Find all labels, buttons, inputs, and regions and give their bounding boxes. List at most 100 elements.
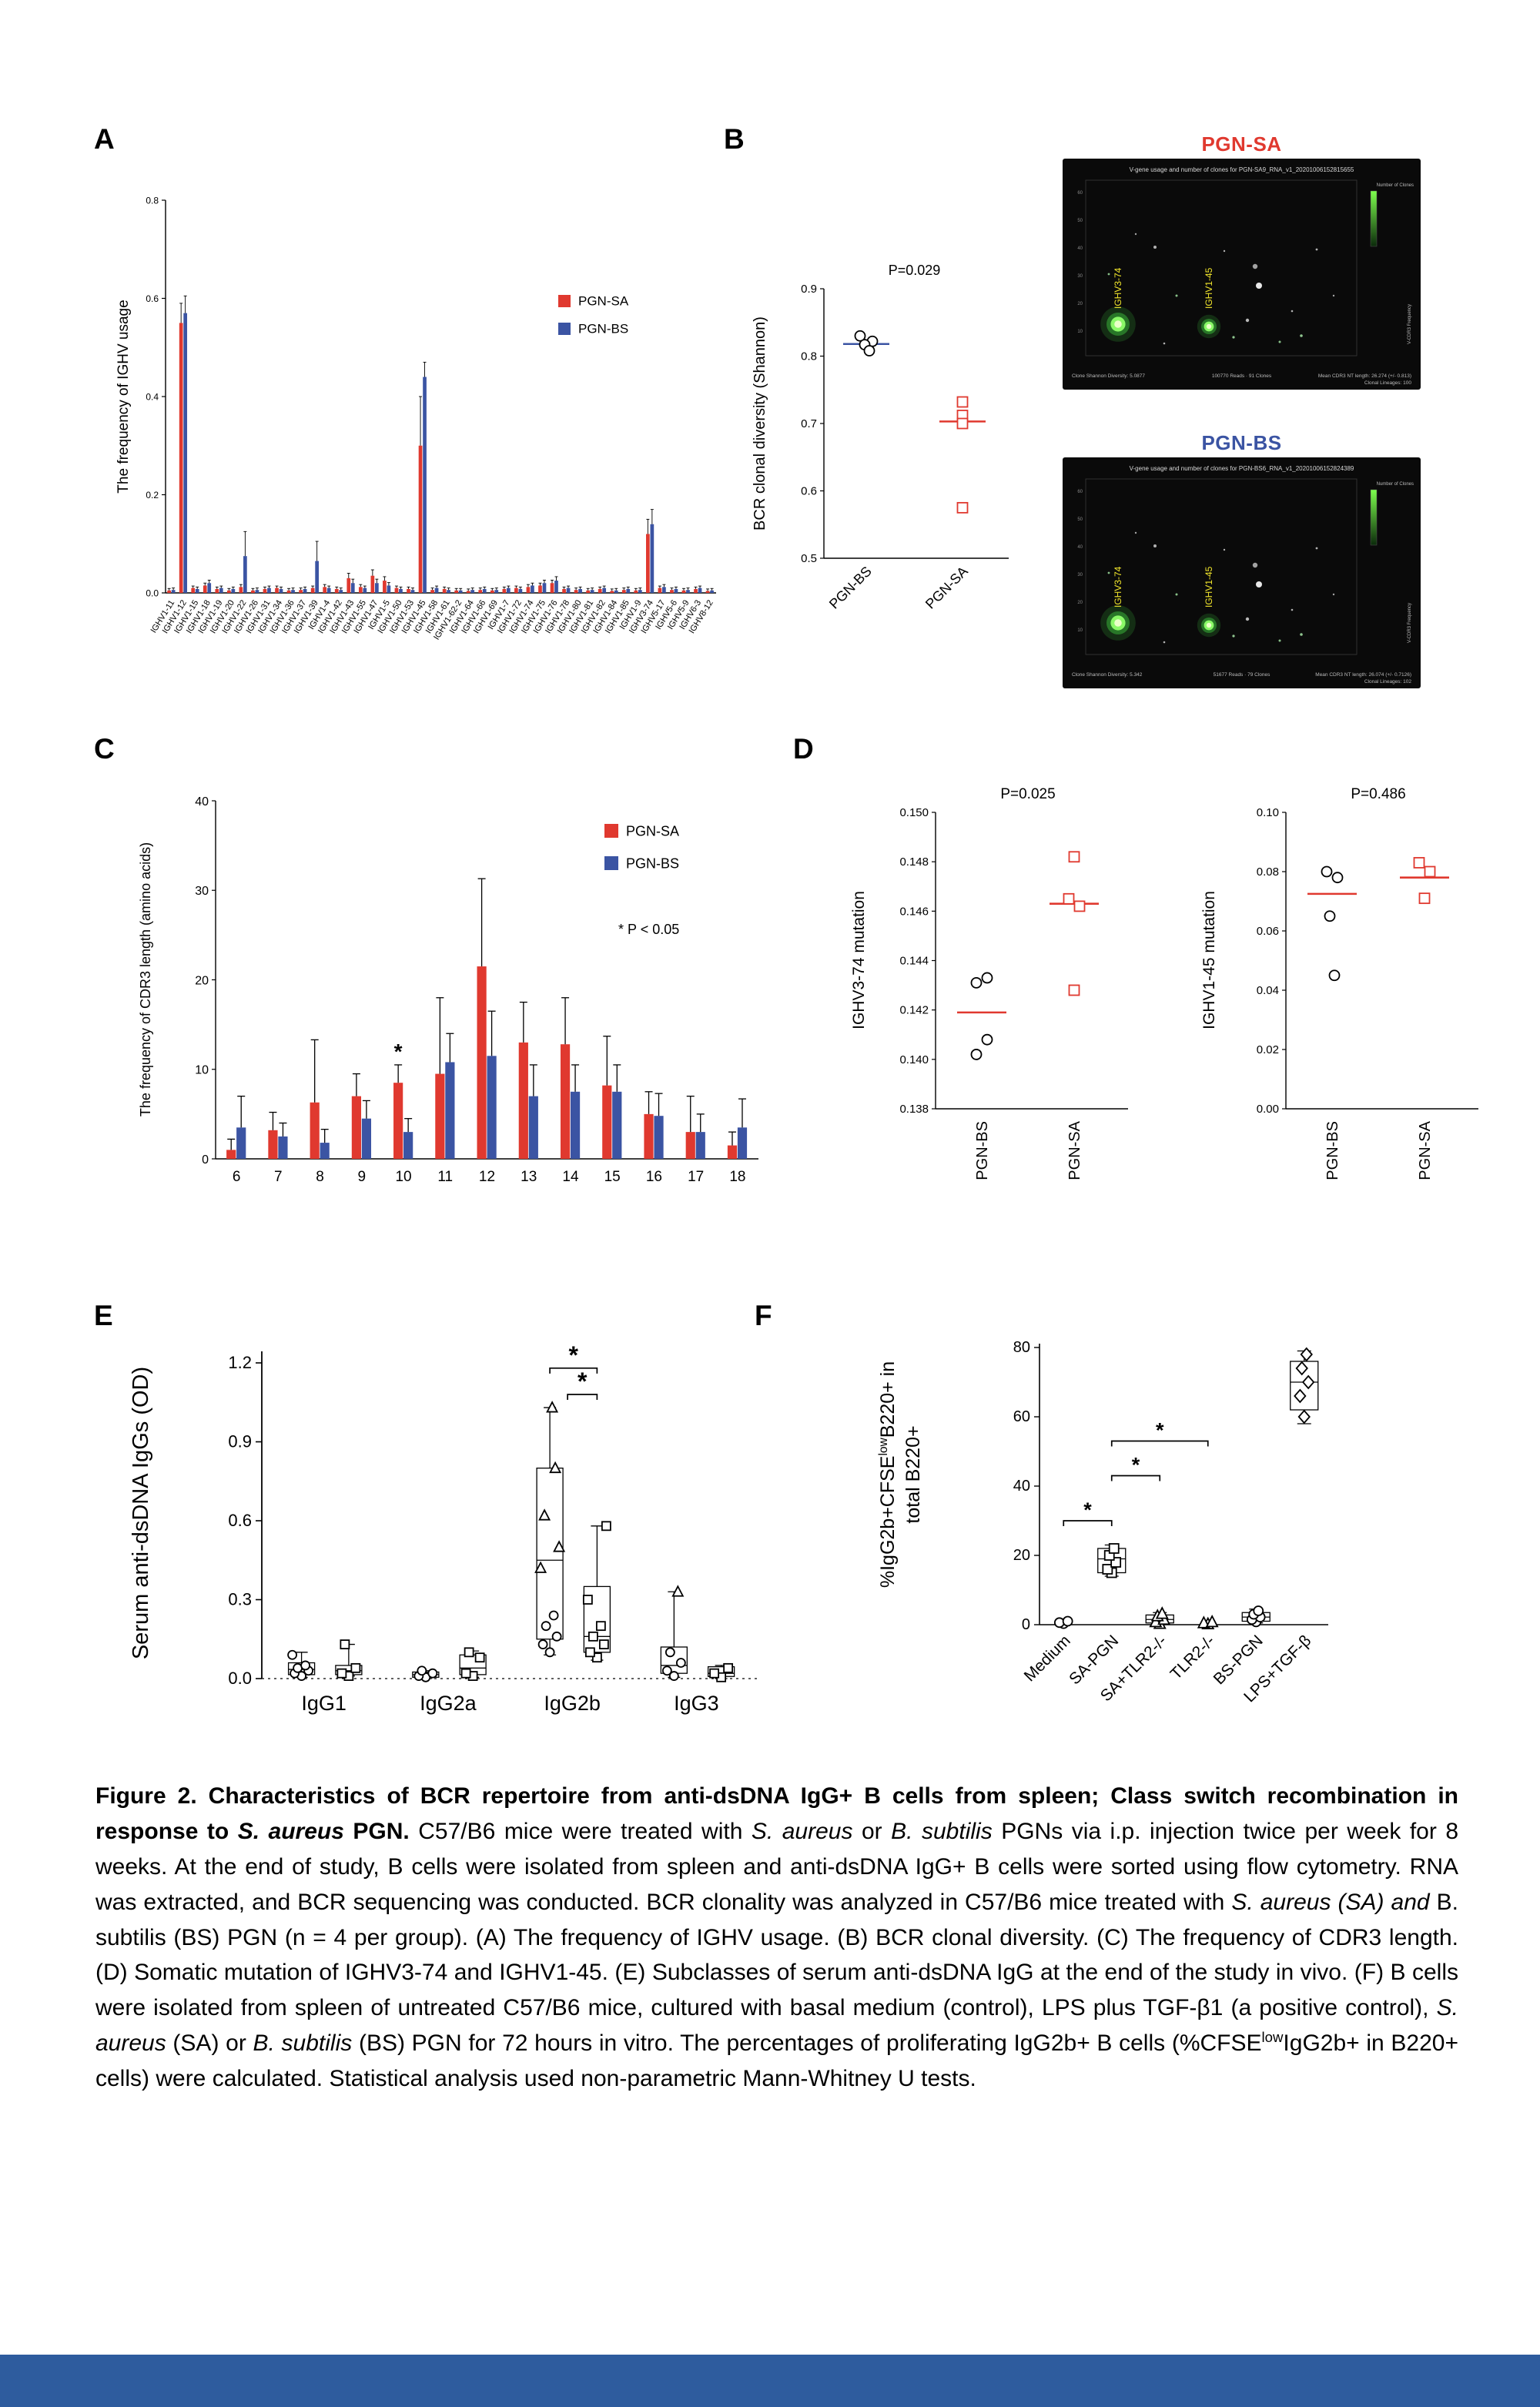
svg-text:0.02: 0.02 <box>1257 1043 1279 1056</box>
svg-text:40: 40 <box>1013 1478 1030 1495</box>
svg-text:0.08: 0.08 <box>1257 865 1279 879</box>
svg-text:The frequency of CDR3 length (: The frequency of CDR3 length (amino acid… <box>138 842 153 1116</box>
svg-text:11: 11 <box>437 1169 453 1185</box>
svg-text:%IgG2b+CFSElowB220+ in: %IgG2b+CFSElowB220+ in <box>877 1361 899 1588</box>
svg-text:14: 14 <box>562 1169 579 1185</box>
svg-text:60: 60 <box>1077 191 1083 196</box>
svg-text:0.142: 0.142 <box>899 1004 929 1017</box>
svg-text:0.04: 0.04 <box>1257 984 1279 997</box>
svg-text:51677 Reads · 79 Clones: 51677 Reads · 79 Clones <box>1214 672 1270 678</box>
heatmap-title-pgn-bs: PGN-BS <box>1201 431 1282 454</box>
svg-text:6: 6 <box>233 1169 241 1185</box>
svg-text:0.0: 0.0 <box>146 588 159 598</box>
svg-text:Number of Clones: Number of Clones <box>1377 183 1414 188</box>
svg-text:PGN-SA: PGN-SA <box>626 823 679 839</box>
figure-caption: Figure 2. Characteristics of BCR reperto… <box>95 1779 1458 2097</box>
panel-a-ighv-usage-chart: 0.00.20.40.60.8IGHV1-11IGHV1-12IGHV1-15I… <box>116 195 716 641</box>
svg-text:PGN-SA: PGN-SA <box>1066 1120 1083 1180</box>
svg-text:20: 20 <box>195 974 209 987</box>
svg-text:*: * <box>578 1368 588 1395</box>
panel-b-label: B <box>724 123 745 155</box>
svg-text:Mean CDR3 NT length: 26.074 (+: Mean CDR3 NT length: 26.074 (+/- 0.7126) <box>1315 672 1411 678</box>
svg-text:0.6: 0.6 <box>146 293 159 304</box>
svg-text:0.140: 0.140 <box>899 1053 929 1066</box>
panel-f-label: F <box>755 1300 772 1331</box>
svg-text:IgG3: IgG3 <box>674 1692 719 1715</box>
svg-text:30: 30 <box>1077 573 1083 577</box>
svg-text:The frequency of IGHV usage: The frequency of IGHV usage <box>116 300 132 493</box>
svg-text:0.8: 0.8 <box>146 195 159 206</box>
heatmap-pgn-sa: V-gene usage and number of clones for PG… <box>1063 159 1421 390</box>
svg-text:Medium: Medium <box>1021 1632 1074 1685</box>
panel-b-clonal-diversity-chart: 0.5 0.6 0.7 0.8 0.9 PGN-BS PGN-SA P=0.029 BCR cl… <box>752 263 1009 612</box>
svg-text:V-gene usage and number of clo: V-gene usage and number of clones for PG… <box>1130 166 1354 173</box>
svg-text:0.0: 0.0 <box>228 1669 252 1688</box>
svg-text:12: 12 <box>479 1169 495 1185</box>
svg-text:17: 17 <box>688 1169 704 1185</box>
svg-text:0.9: 0.9 <box>228 1432 252 1451</box>
svg-text:0.6: 0.6 <box>801 485 817 498</box>
svg-text:50: 50 <box>1077 219 1083 223</box>
svg-text:IGHV3-74 mutation: IGHV3-74 mutation <box>850 891 868 1029</box>
svg-text:0.7: 0.7 <box>801 417 817 430</box>
svg-text:0.9: 0.9 <box>801 283 817 296</box>
svg-text:*: * <box>394 1039 403 1063</box>
footer-bar <box>0 2355 1540 2407</box>
svg-text:10: 10 <box>395 1169 411 1185</box>
svg-text:*: * <box>1132 1454 1140 1477</box>
svg-text:IGHV3-74: IGHV3-74 <box>1113 566 1123 608</box>
svg-text:Clone Shannon Diversity: 5.342: Clone Shannon Diversity: 5.342 <box>1072 672 1143 678</box>
panel-d-ighv1-45-mutation-chart: 0.00 0.02 0.04 0.06 0.08 0.10 PGN-BS PGN-SA P=0.… <box>1200 786 1478 1180</box>
svg-text:IGHV3-74: IGHV3-74 <box>1113 267 1123 309</box>
svg-text:* P < 0.05: * P < 0.05 <box>618 922 679 937</box>
svg-text:10: 10 <box>1077 330 1083 334</box>
svg-text:0.150: 0.150 <box>899 806 929 819</box>
panel-a-label: A <box>94 123 115 155</box>
svg-text:IGHV1-45 mutation: IGHV1-45 mutation <box>1200 891 1218 1029</box>
figure-caption-text: Figure 2. Characteristics of BCR reperto… <box>95 1783 1459 2092</box>
svg-text:0.00: 0.00 <box>1257 1103 1279 1116</box>
svg-text:PGN-BS: PGN-BS <box>826 564 875 612</box>
svg-text:Clonal Lineages: 100: Clonal Lineages: 100 <box>1364 380 1411 386</box>
svg-text:*: * <box>569 1341 579 1369</box>
svg-text:Mean CDR3 NT length: 26.274 (+: Mean CDR3 NT length: 26.274 (+/- 0.813) <box>1318 373 1411 379</box>
svg-text:BCR clonal diversity (Shannon): BCR clonal diversity (Shannon) <box>752 316 768 531</box>
panel-d-ighv3-74-mutation-chart: 0.138 0.140 0.142 0.144 0.146 0.148 0.150 PGN-B… <box>850 786 1128 1180</box>
svg-text:P=0.486: P=0.486 <box>1351 786 1405 802</box>
svg-text:40: 40 <box>1077 246 1083 251</box>
svg-text:P=0.029: P=0.029 <box>889 263 941 278</box>
svg-text:*: * <box>1083 1498 1092 1522</box>
svg-text:60: 60 <box>1013 1408 1030 1425</box>
svg-text:IgG2b: IgG2b <box>544 1692 601 1715</box>
svg-text:PGN-BS: PGN-BS <box>1324 1121 1341 1180</box>
svg-text:V-CDR3 Frequency: V-CDR3 Frequency <box>1408 603 1412 643</box>
svg-text:0.146: 0.146 <box>899 905 929 918</box>
svg-text:10: 10 <box>1077 628 1083 633</box>
svg-text:PGN-BS: PGN-BS <box>974 1121 991 1180</box>
svg-text:20: 20 <box>1077 601 1083 605</box>
svg-text:40: 40 <box>1077 545 1083 550</box>
svg-text:0.5: 0.5 <box>801 552 817 565</box>
heatmap-pgn-bs: V-gene usage and number of clones for PG… <box>1063 457 1421 688</box>
panel-e-label: E <box>94 1300 113 1331</box>
svg-text:0.138: 0.138 <box>899 1103 929 1116</box>
svg-text:IgG2a: IgG2a <box>420 1692 477 1715</box>
svg-text:0.06: 0.06 <box>1257 925 1279 938</box>
svg-text:V-CDR3 Frequency: V-CDR3 Frequency <box>1408 304 1412 344</box>
svg-text:0: 0 <box>202 1153 209 1167</box>
svg-text:80: 80 <box>1013 1339 1030 1356</box>
svg-text:50: 50 <box>1077 517 1083 522</box>
svg-text:100770 Reads · 91 Clones: 100770 Reads · 91 Clones <box>1212 373 1272 379</box>
panel-e-serum-igg-chart: 0.0 0.3 0.6 0.9 1.2 IgG1 IgG2a IgG2b IgG3 ** Serum… <box>129 1341 758 1715</box>
svg-text:20: 20 <box>1013 1547 1030 1564</box>
svg-text:40: 40 <box>195 795 209 808</box>
svg-text:V-gene usage and number of clo: V-gene usage and number of clones for PG… <box>1130 465 1354 472</box>
svg-text:PGN-BS: PGN-BS <box>578 322 628 336</box>
svg-text:PGN-SA: PGN-SA <box>1417 1120 1434 1180</box>
svg-text:0.2: 0.2 <box>146 490 159 500</box>
svg-text:total B220+: total B220+ <box>902 1425 924 1523</box>
svg-text:Number of Clones: Number of Clones <box>1377 482 1414 487</box>
svg-text:PGN-BS: PGN-BS <box>626 855 679 871</box>
heatmap-title-pgn-sa: PGN-SA <box>1201 132 1282 156</box>
svg-text:16: 16 <box>646 1169 662 1185</box>
